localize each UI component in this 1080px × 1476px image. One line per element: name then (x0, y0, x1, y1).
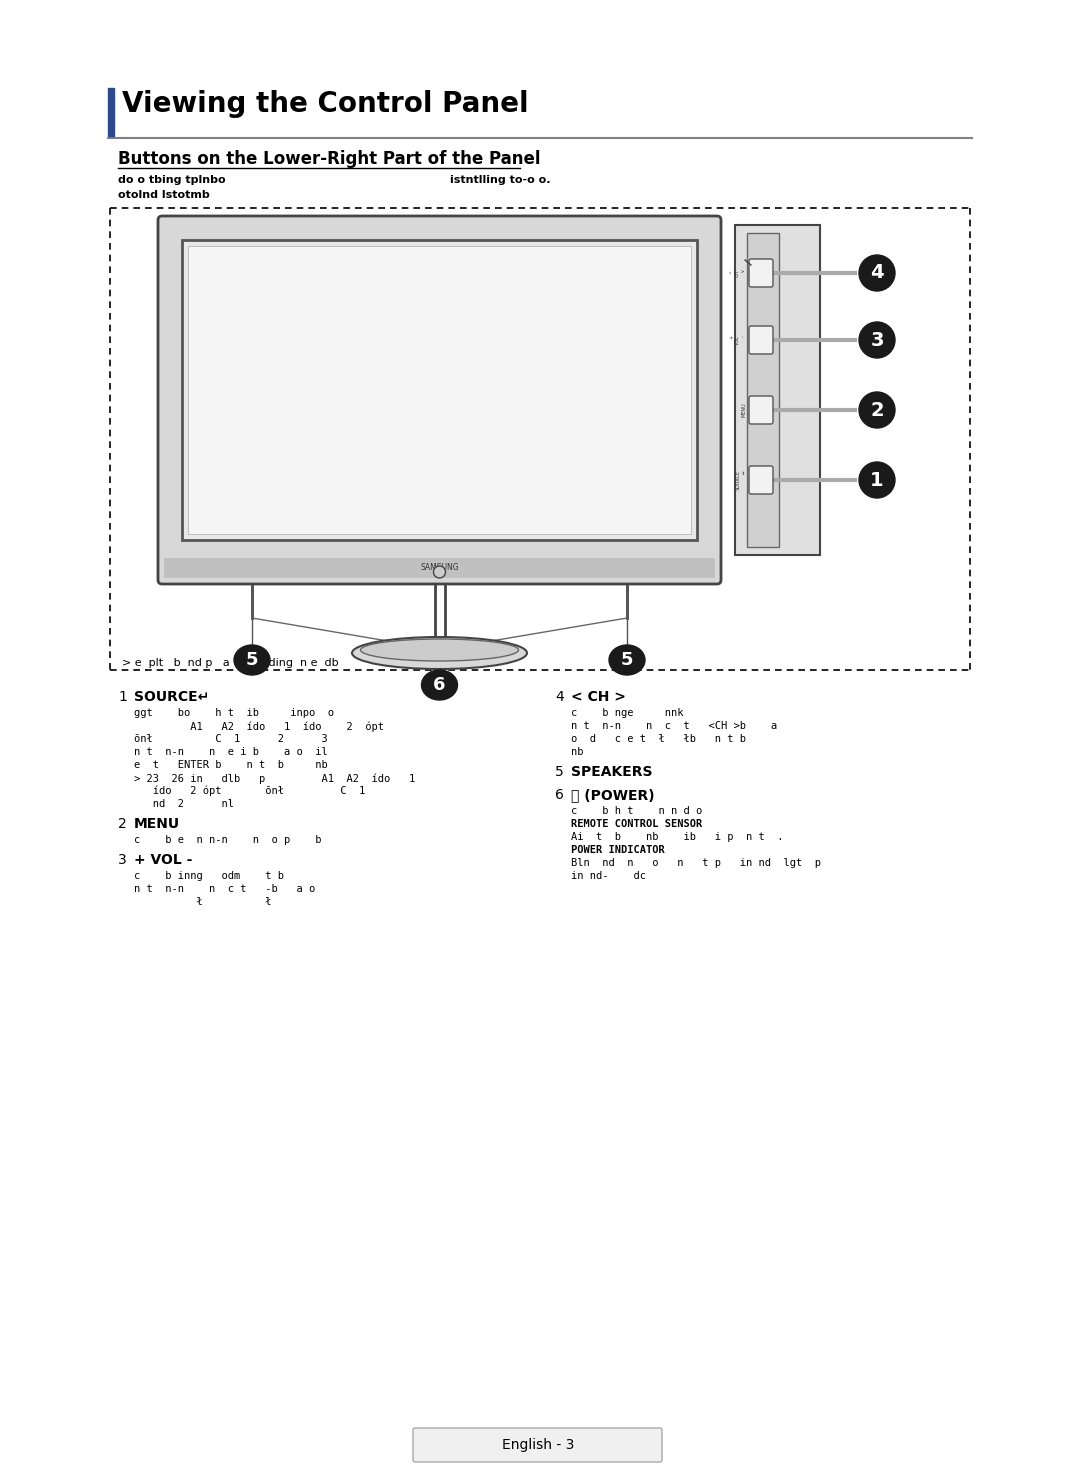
Text: 4: 4 (555, 689, 564, 704)
Text: istntlling to-o o.: istntlling to-o o. (450, 176, 551, 184)
Text: 2: 2 (870, 400, 883, 419)
Text: REMOTE CONTROL SENSOR: REMOTE CONTROL SENSOR (571, 819, 702, 830)
Text: 3: 3 (870, 331, 883, 350)
Circle shape (433, 565, 446, 579)
Circle shape (859, 393, 895, 428)
Text: 4: 4 (870, 264, 883, 282)
Text: Bln  nd  n   o   n   t p   in nd  lgt  p: Bln nd n o n t p in nd lgt p (571, 858, 821, 868)
Text: c    b nge     nnk: c b nge nnk (571, 708, 684, 717)
Text: ído   2 ópt       õnł         C  1: ído 2 ópt õnł C 1 (134, 787, 365, 797)
Bar (735, 224, 820, 555)
Text: ⏻ (POWER): ⏻ (POWER) (571, 788, 654, 801)
Ellipse shape (421, 670, 458, 700)
Text: SOURCE↵: SOURCE↵ (134, 689, 210, 704)
Bar (164, 558, 715, 579)
Text: 6: 6 (433, 676, 446, 694)
Text: Ai  t  b    nb    ib   i p  n t  .: Ai t b nb ib i p n t . (571, 832, 783, 841)
Bar (747, 233, 779, 548)
Text: in nd-    dc: in nd- dc (571, 871, 646, 881)
Text: Viewing the Control Panel: Viewing the Control Panel (122, 90, 528, 118)
Text: SAMSUNG: SAMSUNG (420, 564, 459, 573)
Text: otolnd lstotmb: otolnd lstotmb (118, 190, 210, 201)
Text: o  d   c e t  ł   łb   n t b: o d c e t ł łb n t b (571, 734, 746, 744)
Text: MENU: MENU (134, 818, 180, 831)
Text: +
VOL
-: + VOL - (729, 335, 746, 345)
Ellipse shape (352, 638, 527, 669)
Text: ggt    bo    h t  ib     inpo  o: ggt bo h t ib inpo o (134, 708, 334, 717)
Text: c    b inng   odm    t b: c b inng odm t b (134, 871, 284, 881)
Text: 1: 1 (870, 471, 883, 490)
Text: 2: 2 (118, 818, 126, 831)
Text: e  t   ENTER b    n t  b     nb: e t ENTER b n t b nb (134, 760, 327, 770)
Text: MENU: MENU (741, 403, 746, 418)
Text: < CH >: < CH > (571, 689, 626, 704)
Text: c    b h t    n n d o: c b h t n n d o (571, 806, 702, 816)
Text: Buttons on the Lower-Right Part of the Panel: Buttons on the Lower-Right Part of the P… (118, 151, 540, 168)
Text: c    b e  n n-n    n  o p    b: c b e n n-n n o p b (134, 835, 322, 844)
Text: ł          ł: ł ł (134, 897, 271, 906)
Ellipse shape (234, 645, 270, 675)
FancyBboxPatch shape (750, 326, 773, 354)
Text: do o tbing tplnbo: do o tbing tplnbo (118, 176, 226, 184)
Text: n t  n-n    n  c  t   <CH >b    a: n t n-n n c t <CH >b a (571, 720, 778, 731)
Circle shape (859, 255, 895, 291)
FancyBboxPatch shape (750, 258, 773, 286)
Text: n t  n-n    n  e i b    a o  il: n t n-n n e i b a o il (134, 747, 327, 757)
Ellipse shape (361, 639, 518, 661)
Text: A1   A2  ído   1  ído    2  ópt: A1 A2 ído 1 ído 2 ópt (134, 720, 384, 732)
Text: SOURCE
↵: SOURCE ↵ (735, 469, 746, 490)
Text: + VOL -: + VOL - (134, 853, 192, 866)
FancyBboxPatch shape (750, 396, 773, 424)
Text: > e  plt   b  nd p   a  n   dpding  n e  db: > e plt b nd p a n dpding n e db (122, 658, 339, 669)
Text: 3: 3 (118, 853, 126, 866)
Text: POWER INDICATOR: POWER INDICATOR (571, 844, 665, 855)
Bar (188, 246, 691, 534)
FancyBboxPatch shape (158, 215, 721, 584)
Text: 6: 6 (555, 788, 564, 801)
Text: SPEAKERS: SPEAKERS (571, 765, 652, 779)
Circle shape (859, 462, 895, 497)
Text: 1: 1 (118, 689, 126, 704)
Circle shape (859, 322, 895, 359)
Text: > 23  26 in   dlb   p         A1  A2  ído   1: > 23 26 in dlb p A1 A2 ído 1 (134, 773, 415, 784)
Text: 5: 5 (246, 651, 258, 669)
Text: English - 3: English - 3 (502, 1438, 575, 1452)
Text: 5: 5 (555, 765, 564, 779)
Text: 5: 5 (621, 651, 633, 669)
Ellipse shape (609, 645, 645, 675)
Bar (108, 89, 114, 136)
Text: n t  n-n    n  c t   -b   a o: n t n-n n c t -b a o (134, 884, 315, 894)
Text: nb: nb (571, 747, 583, 757)
Text: nd  2      nl: nd 2 nl (134, 799, 234, 809)
Bar (183, 241, 697, 540)
FancyBboxPatch shape (413, 1427, 662, 1463)
FancyBboxPatch shape (750, 466, 773, 494)
Text: ^
CH
v: ^ CH v (729, 270, 746, 276)
Text: õnł          C  1      2      3: õnł C 1 2 3 (134, 734, 327, 744)
